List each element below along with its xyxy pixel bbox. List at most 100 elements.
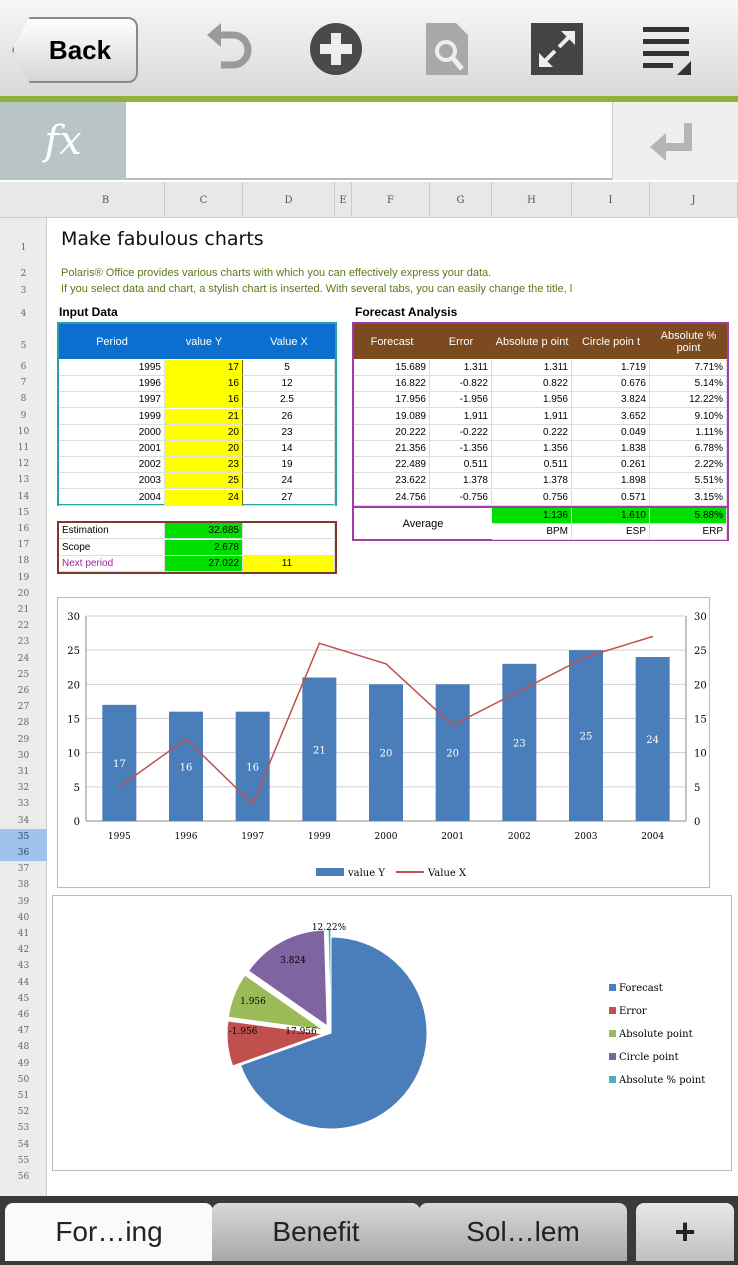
row-header-28[interactable]: 28	[17, 718, 30, 729]
row-header-21[interactable]: 21	[17, 605, 30, 615]
row-header-27[interactable]: 27	[17, 702, 30, 713]
tab-solution-problem[interactable]: Sol…lem	[419, 1203, 627, 1261]
average-value: 5.88%	[650, 508, 727, 524]
row-header-51[interactable]: 51	[17, 1091, 30, 1101]
row-header-36[interactable]: 36	[0, 845, 47, 862]
row-header-8[interactable]: 8	[20, 394, 27, 405]
row-header-38[interactable]: 38	[17, 880, 30, 891]
forecast-cell: 1.11%	[650, 424, 727, 441]
fullscreen-icon[interactable]	[526, 18, 588, 80]
column-header-F[interactable]: F	[352, 182, 430, 218]
row-header-26[interactable]: 26	[17, 686, 30, 696]
row-header-35[interactable]: 35	[0, 828, 47, 845]
row-header-47[interactable]: 47	[17, 1026, 30, 1037]
row-header-50[interactable]: 50	[17, 1074, 30, 1085]
row-header-49[interactable]: 49	[17, 1058, 30, 1069]
row-header-39[interactable]: 39	[17, 896, 30, 907]
y-tick-label: 10	[67, 749, 80, 760]
pie-slice-error	[226, 1020, 324, 1067]
row-header-40[interactable]: 40	[17, 912, 30, 923]
row-header-34[interactable]: 34	[17, 815, 30, 826]
row-header-7[interactable]: 7	[20, 378, 27, 389]
row-header-15[interactable]: 15	[17, 507, 30, 518]
back-button[interactable]: Back	[12, 17, 138, 83]
row-header-30[interactable]: 30	[17, 750, 30, 761]
input-cell: 23	[165, 457, 243, 474]
row-header-3[interactable]: 3	[20, 286, 27, 296]
line-point	[318, 642, 320, 644]
add-icon[interactable]	[305, 18, 367, 80]
row-header-31[interactable]: 31	[17, 767, 30, 777]
add-sheet-button[interactable]: +	[636, 1203, 734, 1261]
row-header-48[interactable]: 48	[17, 1042, 30, 1053]
column-header-G[interactable]: G	[430, 182, 492, 218]
column-header-I[interactable]: I	[572, 182, 650, 218]
row-header-9[interactable]: 9	[20, 410, 27, 421]
row-header-24[interactable]: 24	[17, 653, 30, 664]
row-header-11[interactable]: 11	[17, 443, 30, 453]
column-header-H[interactable]: H	[492, 182, 572, 218]
row-header-52[interactable]: 52	[17, 1107, 30, 1118]
line-point	[252, 803, 254, 805]
row-header-1[interactable]: 1	[20, 243, 27, 253]
row-header-20[interactable]: 20	[17, 588, 30, 599]
row-header-53[interactable]: 53	[17, 1123, 30, 1134]
row-header-2[interactable]: 2	[20, 269, 27, 279]
row-header-41[interactable]: 41	[17, 929, 30, 939]
row-header-14[interactable]: 14	[17, 491, 30, 502]
undo-icon[interactable]	[196, 18, 258, 80]
row-header-56[interactable]: 56	[17, 1172, 30, 1182]
tab-forecasting[interactable]: For…ing	[5, 1203, 213, 1261]
forecast-cell: 0.511	[492, 457, 572, 474]
combo-chart[interactable]: 0 0 5 5 10 10 15 15 20 20 25 25 30 30 17 1995 16 1996 16 19…	[57, 597, 710, 888]
row-header-10[interactable]: 10	[17, 426, 30, 437]
pie-data-label: 1.956	[240, 997, 266, 1007]
row-header-54[interactable]: 54	[17, 1139, 30, 1150]
row-header-45[interactable]: 45	[17, 993, 30, 1004]
row-header-18[interactable]: 18	[17, 556, 30, 567]
estimation-cell	[243, 539, 335, 556]
forecast-cell: 17.956	[354, 392, 430, 409]
pie-chart[interactable]: 17.956 -1.956 1.956 3.824 12.22% Forecast Erro…	[52, 895, 732, 1171]
bar-2004	[635, 657, 670, 821]
row-header-44[interactable]: 44	[17, 977, 30, 988]
enter-button[interactable]	[612, 102, 738, 180]
tab-benefit[interactable]: Benefit	[212, 1203, 420, 1261]
input-data-title: Input Data	[59, 305, 118, 319]
column-header-D[interactable]: D	[243, 182, 335, 218]
row-header-29[interactable]: 29	[17, 734, 30, 745]
bar-2003	[569, 650, 603, 821]
forecast-cell: 1.956	[492, 392, 572, 409]
row-header-22[interactable]: 22	[17, 621, 30, 632]
forecast-header-cell: Absolute % point	[650, 324, 727, 359]
row-header-33[interactable]: 33	[17, 799, 30, 810]
row-header-42[interactable]: 42	[17, 945, 30, 956]
row-header-6[interactable]: 6	[20, 362, 27, 372]
row-header-23[interactable]: 23	[17, 637, 30, 648]
row-header-12[interactable]: 12	[17, 459, 30, 470]
forecast-cell: 0.261	[572, 457, 650, 474]
row-header-55[interactable]: 55	[17, 1155, 30, 1166]
row-header-13[interactable]: 13	[17, 475, 30, 486]
fx-button[interactable]: fx	[0, 102, 126, 180]
row-header-4[interactable]: 4	[20, 309, 27, 319]
row-header-19[interactable]: 19	[17, 572, 30, 583]
column-header-J[interactable]: J	[650, 182, 738, 218]
legend-label: Error	[619, 1006, 647, 1017]
row-header-46[interactable]: 46	[17, 1010, 30, 1020]
input-cell: 20	[165, 424, 243, 441]
row-header-17[interactable]: 17	[17, 540, 30, 551]
forecast-cell: -0.756	[430, 489, 492, 506]
row-header-32[interactable]: 32	[17, 783, 30, 794]
row-header-5[interactable]: 5	[20, 341, 27, 351]
row-header-16[interactable]: 16	[17, 524, 30, 534]
menu-icon[interactable]	[636, 18, 698, 80]
column-header-C[interactable]: C	[165, 182, 243, 218]
column-header-E[interactable]: E	[335, 182, 352, 218]
row-header-37[interactable]: 37	[17, 864, 30, 875]
document-search-icon[interactable]	[416, 18, 478, 80]
row-header-25[interactable]: 25	[17, 669, 30, 680]
column-header-B[interactable]: B	[47, 182, 165, 218]
row-header-43[interactable]: 43	[17, 961, 30, 972]
line-point	[652, 636, 654, 637]
